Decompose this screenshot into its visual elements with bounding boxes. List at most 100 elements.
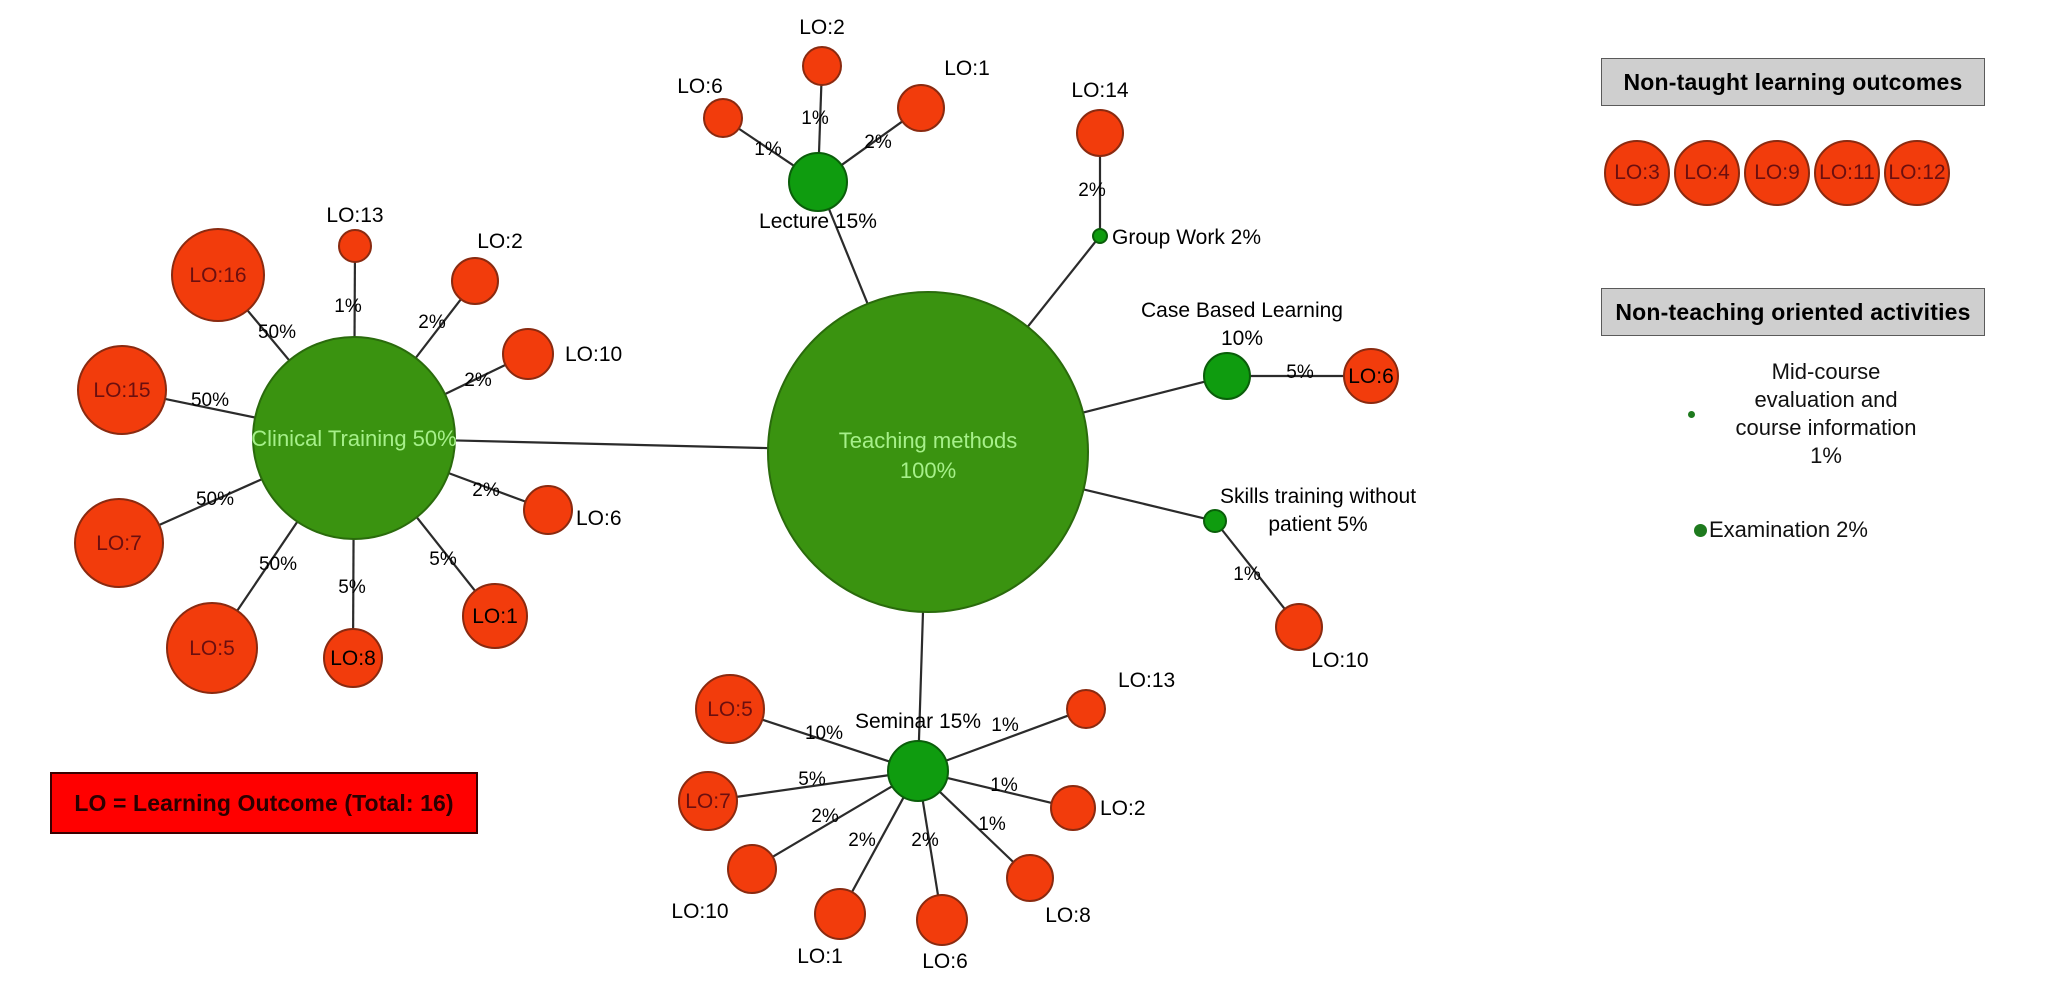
edge-hub-to-skills-training	[1083, 488, 1205, 520]
edge-percent-label: 2%	[464, 370, 492, 391]
node-learning-outcome[interactable]	[703, 98, 743, 138]
node-learning-outcome[interactable]	[166, 602, 258, 694]
label-learning-outcome: LO:2	[799, 16, 845, 39]
hub-label-line1: Teaching methods	[839, 428, 1018, 453]
node-learning-outcome[interactable]	[462, 583, 528, 649]
edge-percent-label: 1%	[754, 139, 782, 160]
edge-percent-label: 5%	[798, 769, 826, 790]
edge-clinical-training-to-outcome-0	[246, 309, 291, 362]
edge-lecture-to-outcome-11	[817, 84, 823, 154]
edge-seminar-to-outcome-21	[938, 790, 1015, 863]
edge-percent-label: 50%	[259, 554, 297, 575]
edge-clinical-training-to-outcome-8	[414, 298, 462, 359]
edge-percent-label: 2%	[472, 480, 500, 501]
node-learning-outcome[interactable]	[323, 628, 383, 688]
node-learning-outcome[interactable]	[77, 345, 167, 435]
non-taught-lo-chip[interactable]: LO:11	[1814, 140, 1880, 206]
non-taught-lo-chip[interactable]: LO:12	[1884, 140, 1950, 206]
node-method-group-work[interactable]	[1092, 228, 1108, 244]
edge-percent-label: 2%	[418, 312, 446, 333]
label-lecture: Lecture 15%	[759, 210, 877, 233]
label-skills-training-line1: Skills training without	[1220, 485, 1416, 508]
node-learning-outcome[interactable]	[523, 485, 573, 535]
edge-hub-to-case-based-learning	[1082, 380, 1205, 414]
edge-percent-label: 1%	[991, 715, 1019, 736]
edge-clinical-training-to-outcome-1	[164, 397, 256, 419]
node-learning-outcome[interactable]	[1076, 109, 1124, 157]
label-learning-outcome: LO:7	[96, 532, 142, 555]
node-label-layer: Teaching methods 100% Clinical Training 50…	[93, 16, 1416, 973]
label-learning-outcome: LO:6	[677, 75, 723, 98]
edge-seminar-to-outcome-16	[761, 718, 890, 763]
edge-clinical-training-to-outcome-6	[448, 472, 526, 503]
label-learning-outcome: LO:6	[1348, 365, 1394, 388]
node-learning-outcome[interactable]	[1006, 854, 1054, 902]
node-learning-outcome[interactable]	[502, 328, 554, 380]
node-learning-outcome[interactable]	[814, 888, 866, 940]
label-case-based-learning-line1: Case Based Learning	[1141, 299, 1343, 322]
label-learning-outcome: LO:10	[671, 900, 728, 923]
node-learning-outcome[interactable]	[1343, 348, 1399, 404]
non-taught-lo-chip[interactable]: LO:3	[1604, 140, 1670, 206]
label-learning-outcome: LO:13	[1118, 669, 1175, 692]
edge-percent-label: 2%	[864, 132, 892, 153]
label-learning-outcome: LO:16	[189, 264, 246, 287]
panel-non-teaching-activities-header: Non-teaching oriented activities	[1601, 288, 1985, 336]
node-learning-outcome[interactable]	[678, 771, 738, 831]
node-method-skills-training[interactable]	[1203, 509, 1227, 533]
edge-clinical-training-to-outcome-2	[158, 478, 263, 527]
edge-seminar-to-outcome-18	[772, 785, 893, 858]
node-learning-outcome[interactable]	[1066, 689, 1106, 729]
node-learning-outcome[interactable]	[338, 229, 372, 263]
label-learning-outcome: LO:14	[1071, 79, 1129, 102]
edge-clinical-training-to-outcome-3	[236, 521, 299, 612]
edge-seminar-to-outcome-22	[946, 776, 1052, 804]
edge-percent-label: 2%	[848, 830, 876, 851]
node-learning-outcome[interactable]	[74, 498, 164, 588]
node-method-lecture[interactable]	[788, 152, 848, 212]
edge-percent-label: 2%	[911, 830, 939, 851]
label-learning-outcome: LO:5	[189, 637, 235, 660]
node-learning-outcome[interactable]	[171, 228, 265, 322]
label-case-based-learning-line2: 10%	[1221, 327, 1263, 350]
node-learning-outcome[interactable]	[727, 844, 777, 894]
label-learning-outcome: LO:2	[477, 230, 523, 253]
node-learning-outcome[interactable]	[1275, 603, 1323, 651]
label-learning-outcome: LO:2	[1100, 797, 1146, 820]
node-method-case-based-learning[interactable]	[1203, 352, 1251, 400]
non-taught-lo-label: LO:12	[1888, 161, 1946, 184]
non-taught-lo-list: LO:3 LO:4 LO:9 LO:11 LO:12	[1604, 140, 1950, 206]
node-method-seminar[interactable]	[887, 740, 949, 802]
node-learning-outcome[interactable]	[695, 674, 765, 744]
edge-percent-label: 5%	[338, 577, 366, 598]
node-method-clinical-training[interactable]	[252, 336, 456, 540]
edge-percent-label: 1%	[801, 108, 829, 129]
edge-percent-label: 10%	[805, 723, 843, 744]
non-taught-lo-chip[interactable]: LO:9	[1744, 140, 1810, 206]
edge-percent-label: 2%	[1078, 180, 1106, 201]
node-learning-outcome[interactable]	[802, 46, 842, 86]
edge-percent-label: 5%	[1286, 362, 1314, 383]
node-layer	[74, 46, 1399, 946]
label-skills-training-line2: patient 5%	[1268, 513, 1367, 536]
activity-examination-text: Examination 2%	[1709, 517, 1868, 542]
label-learning-outcome: LO:7	[685, 790, 731, 813]
non-taught-lo-label: LO:9	[1754, 161, 1800, 184]
activity-mid-course-evaluation: Mid-course evaluation and course informa…	[1688, 358, 1968, 470]
label-learning-outcome: LO:15	[93, 379, 150, 402]
node-learning-outcome[interactable]	[1050, 785, 1096, 831]
activity-examination: Examination 2%	[1694, 516, 1868, 544]
label-learning-outcome: LO:8	[330, 647, 376, 670]
key-legend-text: LO = Learning Outcome (Total: 16)	[74, 789, 454, 816]
non-taught-lo-chip[interactable]: LO:4	[1674, 140, 1740, 206]
activity-mid-course-text: Mid-course evaluation and course informa…	[1735, 359, 1917, 468]
node-learning-outcome[interactable]	[451, 257, 499, 305]
edge-layer	[158, 84, 1344, 896]
node-learning-outcome[interactable]	[897, 84, 945, 132]
non-taught-lo-label: LO:11	[1819, 161, 1875, 184]
panel-non-taught-title: Non-taught learning outcomes	[1623, 68, 1963, 95]
label-learning-outcome: LO:6	[576, 507, 622, 530]
node-hub-teaching-methods[interactable]	[767, 291, 1089, 613]
node-learning-outcome[interactable]	[916, 894, 968, 946]
